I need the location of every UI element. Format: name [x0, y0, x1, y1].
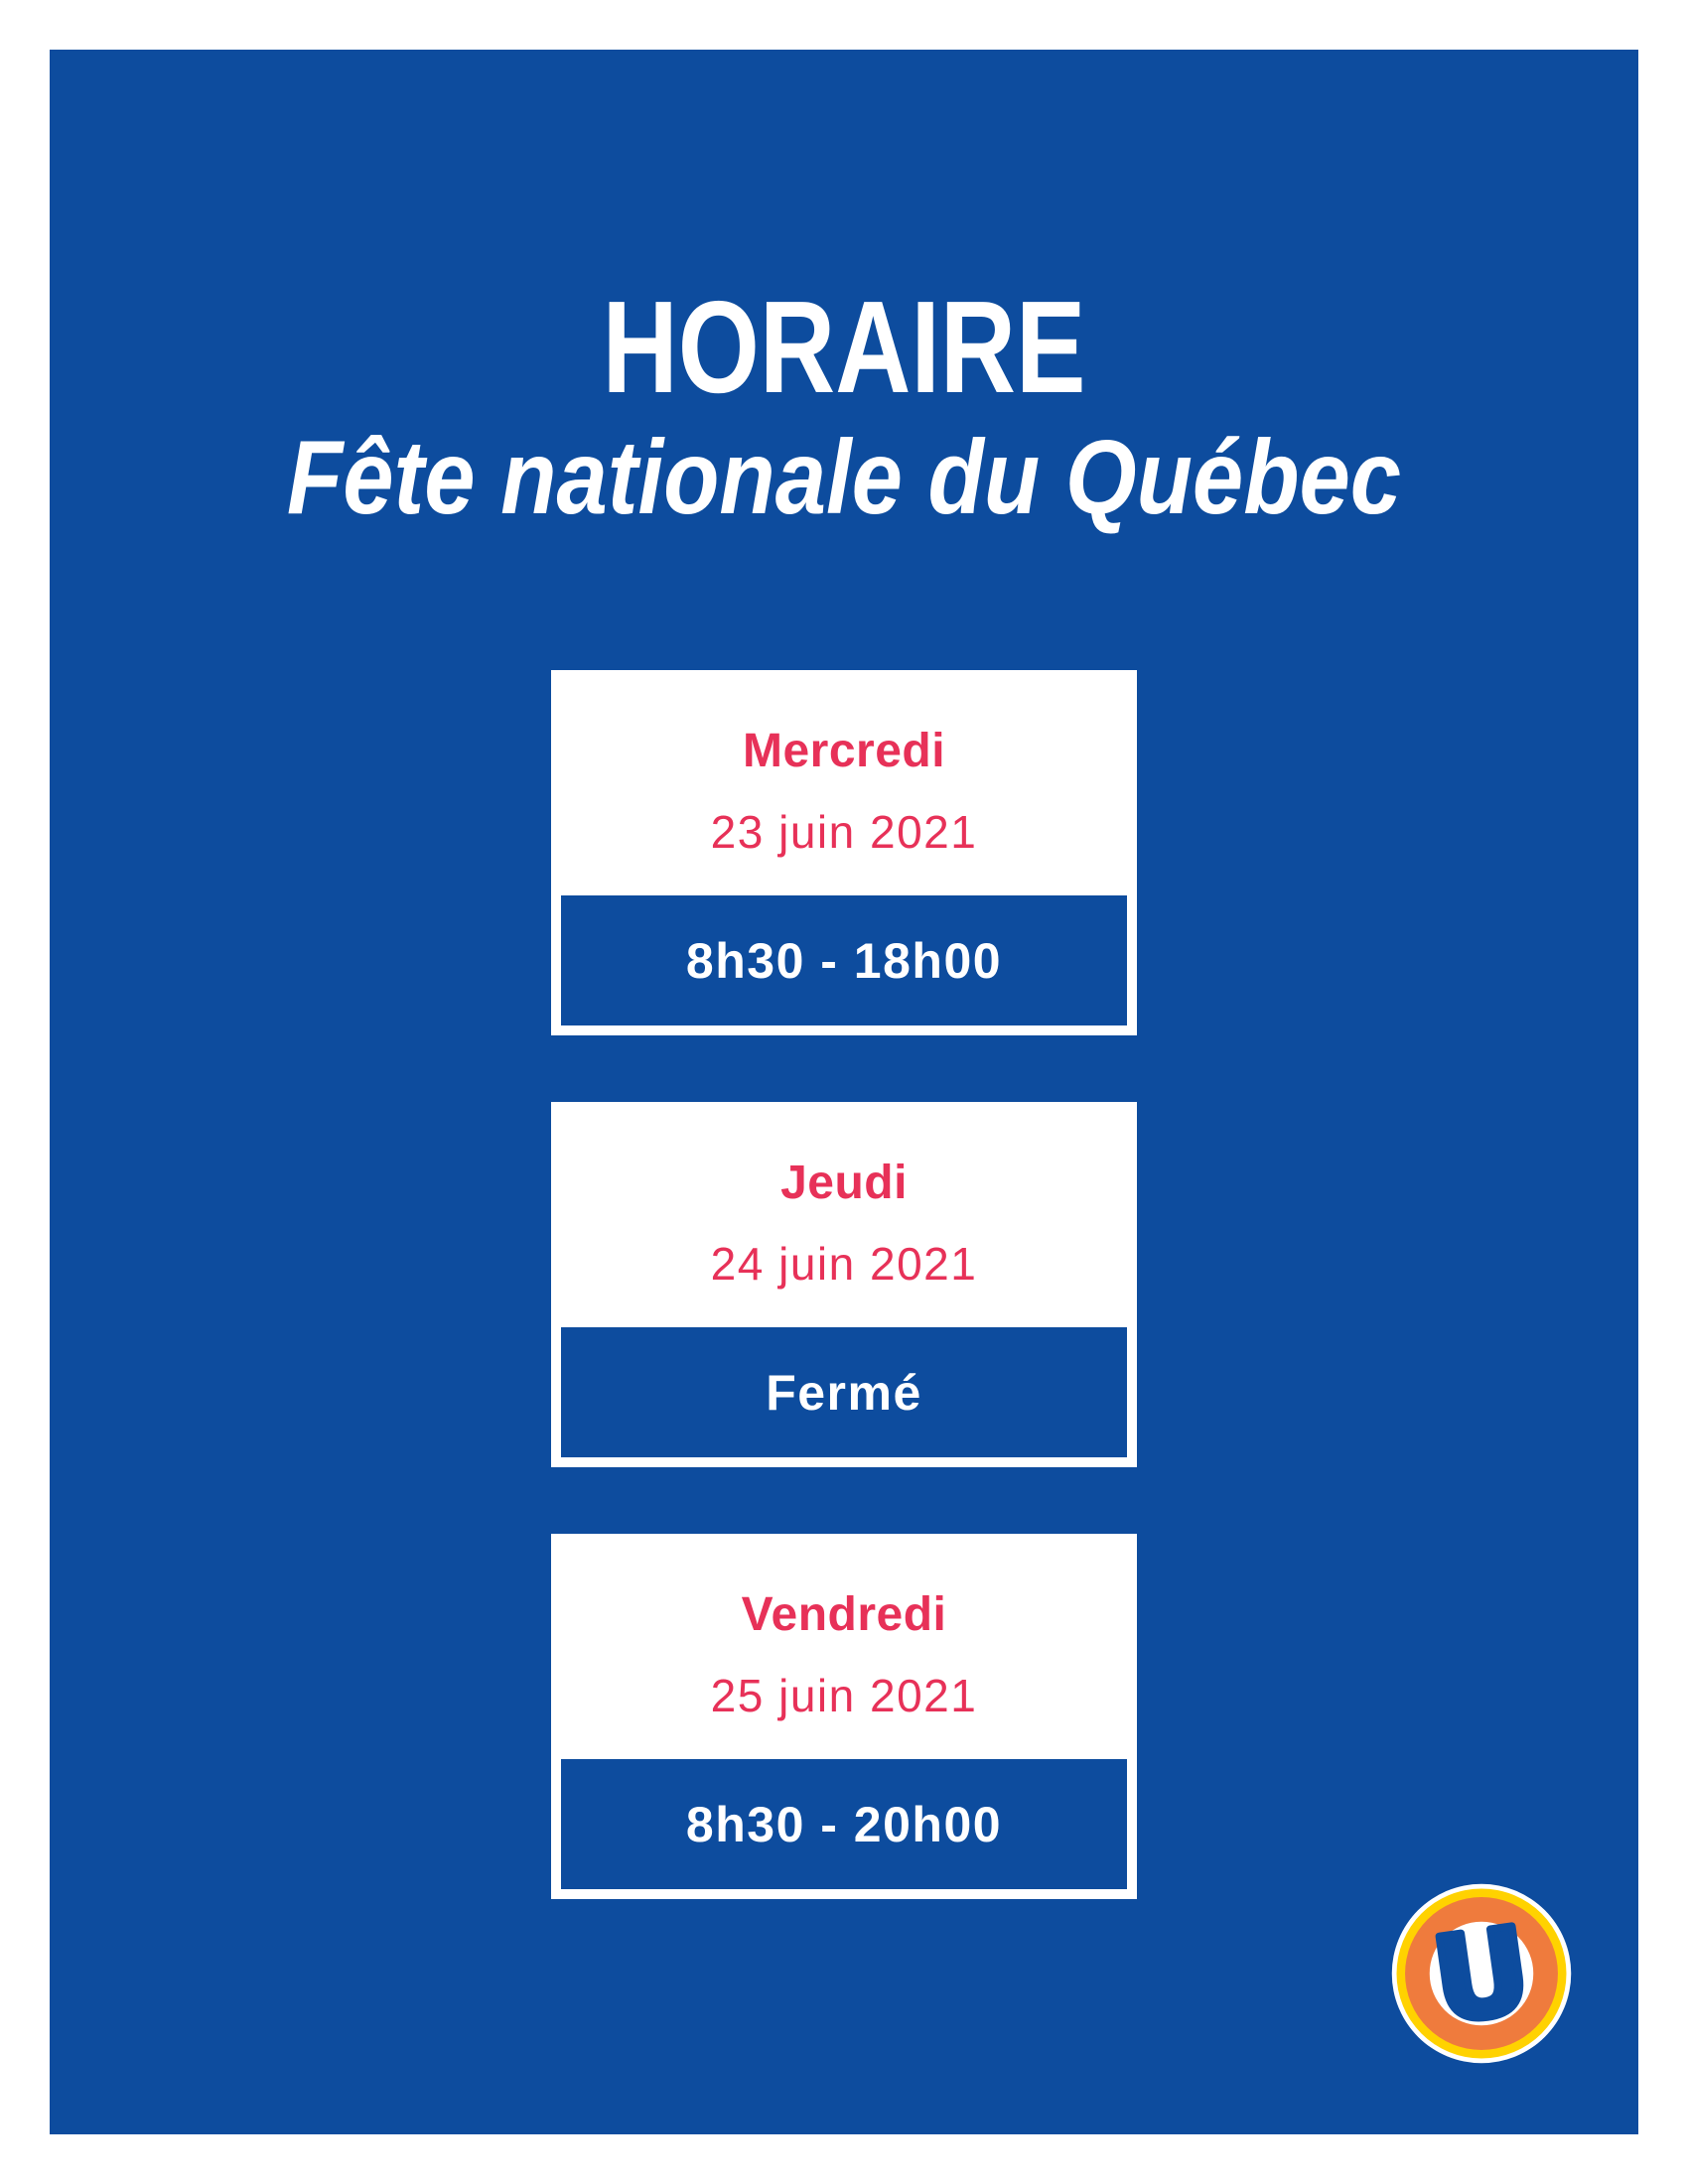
hours-bar: 8h30 - 20h00	[561, 1759, 1127, 1889]
schedule-card-wednesday: Mercredi 23 juin 2021 8h30 - 18h00	[551, 670, 1137, 1035]
u-ring-logo-icon: U	[1391, 1883, 1572, 2064]
day-hours: 8h30 - 20h00	[685, 1796, 1003, 1852]
schedule-cards: Mercredi 23 juin 2021 8h30 - 18h00 Jeudi…	[50, 670, 1638, 1899]
day-date: 24 juin 2021	[710, 1237, 978, 1290]
holiday-hours-poster: HORAIRE Fête nationale du Québec Mercred…	[50, 50, 1638, 2134]
schedule-card-friday: Vendredi 25 juin 2021 8h30 - 20h00	[551, 1534, 1137, 1899]
poster-title: HORAIRE	[602, 274, 1086, 420]
day-hours: 8h30 - 18h00	[685, 932, 1003, 989]
day-name: Mercredi	[742, 724, 946, 777]
hours-bar: 8h30 - 18h00	[561, 895, 1127, 1025]
day-hours: Fermé	[766, 1364, 922, 1421]
card-day-section: Jeudi 24 juin 2021	[561, 1112, 1127, 1327]
day-name: Vendredi	[741, 1587, 947, 1641]
logo-letter: U	[1425, 1902, 1538, 2050]
day-date: 23 juin 2021	[710, 805, 978, 858]
schedule-card-thursday: Jeudi 24 juin 2021 Fermé	[551, 1102, 1137, 1467]
hours-bar: Fermé	[561, 1327, 1127, 1457]
uniprix-logo: U	[1387, 1879, 1576, 2068]
card-day-section: Vendredi 25 juin 2021	[561, 1544, 1127, 1759]
poster-subtitle: Fête nationale du Québec	[286, 419, 1402, 536]
card-day-section: Mercredi 23 juin 2021	[561, 680, 1127, 895]
day-name: Jeudi	[780, 1156, 908, 1209]
day-date: 25 juin 2021	[710, 1669, 978, 1721]
